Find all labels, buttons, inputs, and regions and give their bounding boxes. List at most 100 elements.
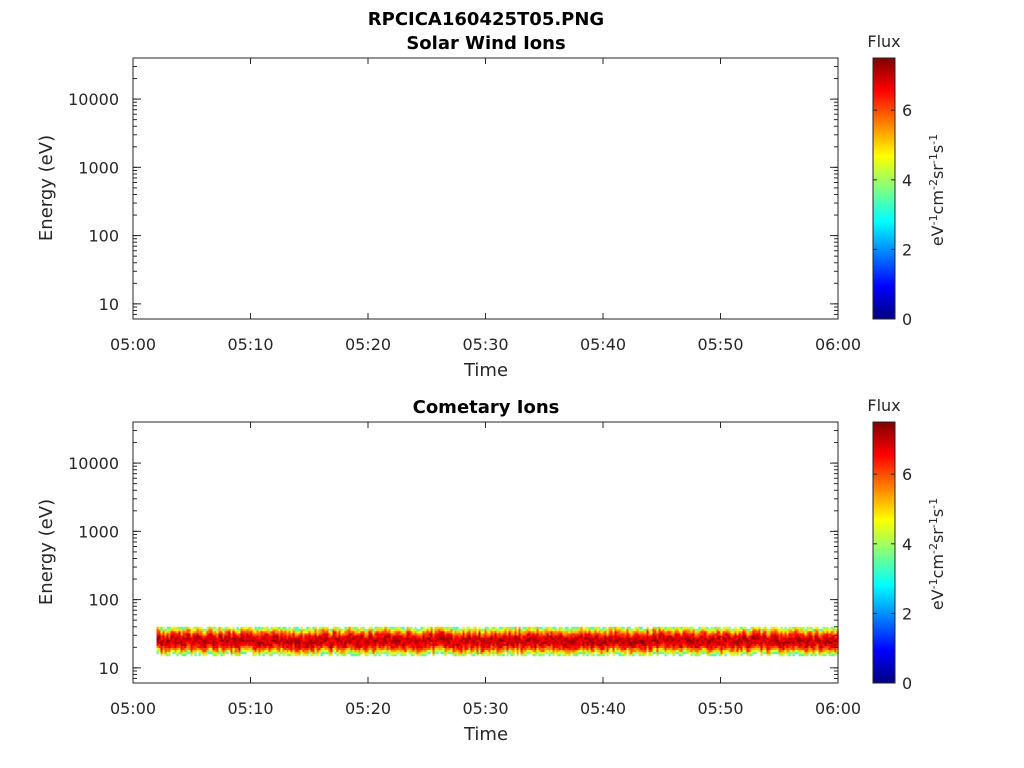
heatmap-cell — [698, 651, 701, 655]
heatmap-cell — [528, 645, 531, 648]
heatmap-cell — [724, 641, 727, 644]
heatmap-cell — [704, 647, 707, 650]
heatmap-cell — [432, 647, 435, 650]
heatmap-cell — [736, 653, 739, 657]
heatmap-cell — [240, 633, 243, 636]
heatmap-cell — [164, 633, 167, 636]
heatmap-cell — [366, 630, 369, 634]
heatmap-cell — [522, 643, 525, 646]
heatmap-cell — [514, 645, 517, 648]
heatmap-cell — [618, 633, 621, 636]
heatmap-cell — [206, 626, 209, 630]
heatmap-cell — [424, 643, 427, 646]
heatmap-cell — [732, 637, 735, 640]
heatmap-cell — [714, 633, 717, 636]
heatmap-cell — [678, 649, 681, 653]
heatmap-cell — [666, 630, 669, 634]
heatmap-cell — [734, 626, 737, 630]
heatmap-cell — [750, 639, 753, 642]
heatmap-cell — [698, 630, 701, 634]
heatmap-cell — [516, 637, 519, 640]
heatmap-cell — [784, 639, 787, 642]
heatmap-cell — [616, 633, 619, 636]
heatmap-cell — [524, 653, 527, 657]
heatmap-cell — [712, 626, 715, 630]
heatmap-cell — [710, 628, 713, 632]
heatmap-cell — [252, 651, 255, 655]
heatmap-cell — [722, 649, 725, 653]
heatmap-cell — [826, 630, 829, 634]
heatmap-cell — [258, 637, 261, 640]
heatmap-cell — [172, 639, 175, 642]
heatmap-cell — [732, 639, 735, 642]
heatmap-cell — [592, 628, 595, 632]
heatmap-cell — [496, 645, 499, 648]
heatmap-cell — [822, 630, 825, 634]
heatmap-cell — [334, 630, 337, 634]
heatmap-cell — [812, 639, 815, 642]
heatmap-cell — [468, 628, 471, 632]
heatmap-cell — [528, 647, 531, 650]
heatmap-cell — [532, 630, 535, 634]
heatmap-cell — [822, 628, 825, 632]
heatmap-cell — [774, 641, 777, 644]
heatmap-cell — [602, 637, 605, 640]
heatmap-cell — [378, 639, 381, 642]
heatmap-cell — [500, 647, 503, 650]
heatmap-cell — [758, 647, 761, 650]
heatmap-cell — [566, 633, 569, 636]
heatmap-cell — [546, 637, 549, 640]
heatmap-cell — [498, 653, 501, 657]
heatmap-cell — [818, 630, 821, 634]
heatmap-cell — [194, 633, 197, 636]
heatmap-cell — [734, 628, 737, 632]
heatmap-cell — [782, 643, 785, 646]
heatmap-cell — [364, 651, 367, 655]
heatmap-cell — [634, 639, 637, 642]
heatmap-cell — [714, 639, 717, 642]
heatmap-cell — [250, 626, 253, 630]
heatmap-cell — [180, 647, 183, 650]
heatmap-cell — [732, 645, 735, 648]
heatmap-cell — [352, 626, 355, 630]
heatmap-cell — [350, 645, 353, 648]
heatmap-cell — [168, 645, 171, 648]
heatmap-cell — [574, 637, 577, 640]
heatmap-cell — [182, 653, 185, 657]
heatmap-cell — [332, 643, 335, 646]
heatmap-cell — [596, 645, 599, 648]
heatmap-cell — [228, 630, 231, 634]
heatmap-cell — [610, 633, 613, 636]
heatmap-cell — [298, 635, 301, 638]
heatmap-cell — [676, 635, 679, 638]
heatmap-cell — [634, 651, 637, 655]
heatmap-cell — [434, 651, 437, 655]
heatmap-cell — [696, 649, 699, 653]
heatmap-cell — [456, 649, 459, 653]
heatmap-cell — [376, 649, 379, 653]
heatmap-cell — [192, 647, 195, 650]
heatmap-cell — [632, 643, 635, 646]
heatmap-cell — [424, 630, 427, 634]
heatmap-cell — [550, 641, 553, 644]
heatmap-cell — [686, 641, 689, 644]
heatmap-cell — [604, 645, 607, 648]
heatmap-cell — [208, 651, 211, 655]
heatmap-cell — [356, 626, 359, 630]
heatmap-cell — [362, 635, 365, 638]
heatmap-cell — [396, 635, 399, 638]
heatmap-cell — [792, 637, 795, 640]
heatmap-cell — [396, 637, 399, 640]
heatmap-cell — [616, 641, 619, 644]
heatmap-cell — [302, 653, 305, 657]
heatmap-cell — [318, 635, 321, 638]
heatmap-cell — [274, 635, 277, 638]
heatmap-cell — [566, 630, 569, 634]
heatmap-cell — [234, 653, 237, 657]
heatmap-cell — [370, 645, 373, 648]
heatmap-cell — [500, 641, 503, 644]
heatmap-cell — [198, 635, 201, 638]
heatmap-cell — [458, 628, 461, 632]
heatmap-cell — [490, 637, 493, 640]
heatmap-cell — [170, 628, 173, 632]
